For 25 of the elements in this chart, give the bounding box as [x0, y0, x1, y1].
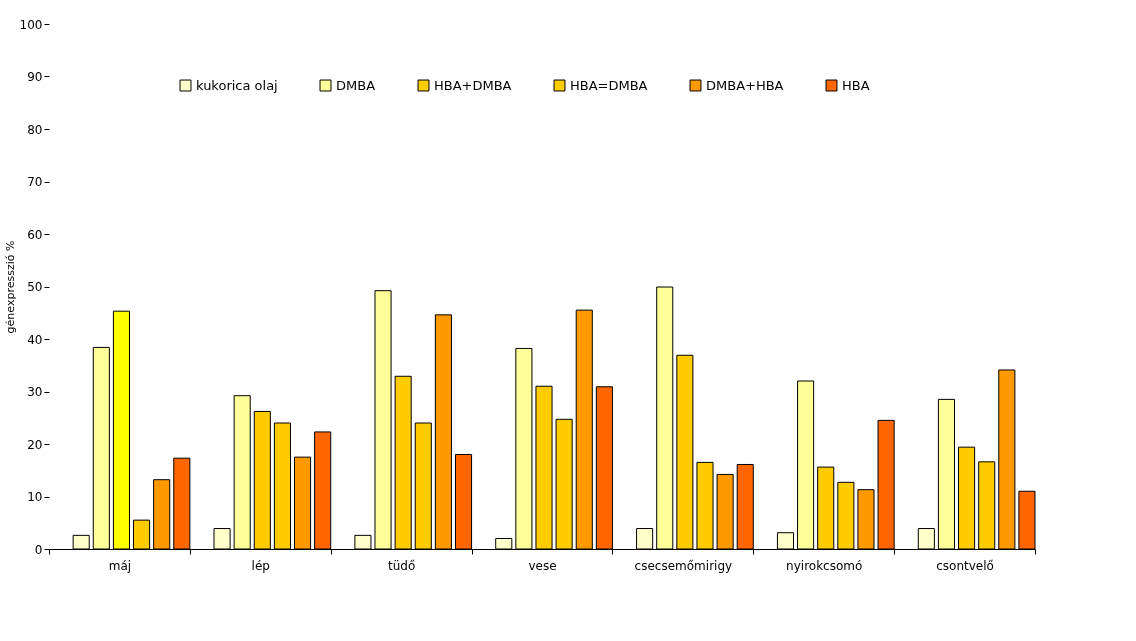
y-tick-label: 20 — [27, 437, 43, 452]
y-tick-label: 100 — [19, 17, 43, 32]
y-tick-label: 90 — [27, 70, 43, 84]
y-tick-label: 60 — [27, 227, 43, 242]
x-tick-label: nyirokcsomó — [786, 558, 863, 573]
y-tick-label: 80 — [27, 122, 43, 137]
x-tick-label: lép — [251, 558, 270, 573]
legend-label: HBA+DMBA — [434, 77, 512, 93]
legend-label: HBA=DMBA — [570, 77, 648, 93]
legend-label: kukorica olaj — [196, 77, 278, 93]
y-tick-label: 0 — [34, 542, 43, 557]
y-axis-title: génexpresszió % — [3, 240, 17, 334]
x-tick-label: csontvelő — [936, 558, 994, 573]
y-tick-label: 50 — [27, 280, 43, 294]
legend-label: DMBA+HBA — [706, 77, 784, 93]
y-tick-label: 70 — [27, 175, 43, 189]
y-tick-label: 10 — [27, 490, 43, 504]
x-tick-label: csecsemőmirigy — [634, 558, 733, 573]
legend-label: DMBA — [336, 77, 376, 93]
y-tick-label: 40 — [27, 332, 43, 347]
y-tick-label: 30 — [27, 385, 43, 399]
x-tick-label: vese — [528, 558, 557, 573]
x-tick-label: máj — [108, 558, 132, 573]
x-tick-label: tüdő — [388, 558, 416, 573]
legend-label: HBA — [842, 77, 870, 93]
